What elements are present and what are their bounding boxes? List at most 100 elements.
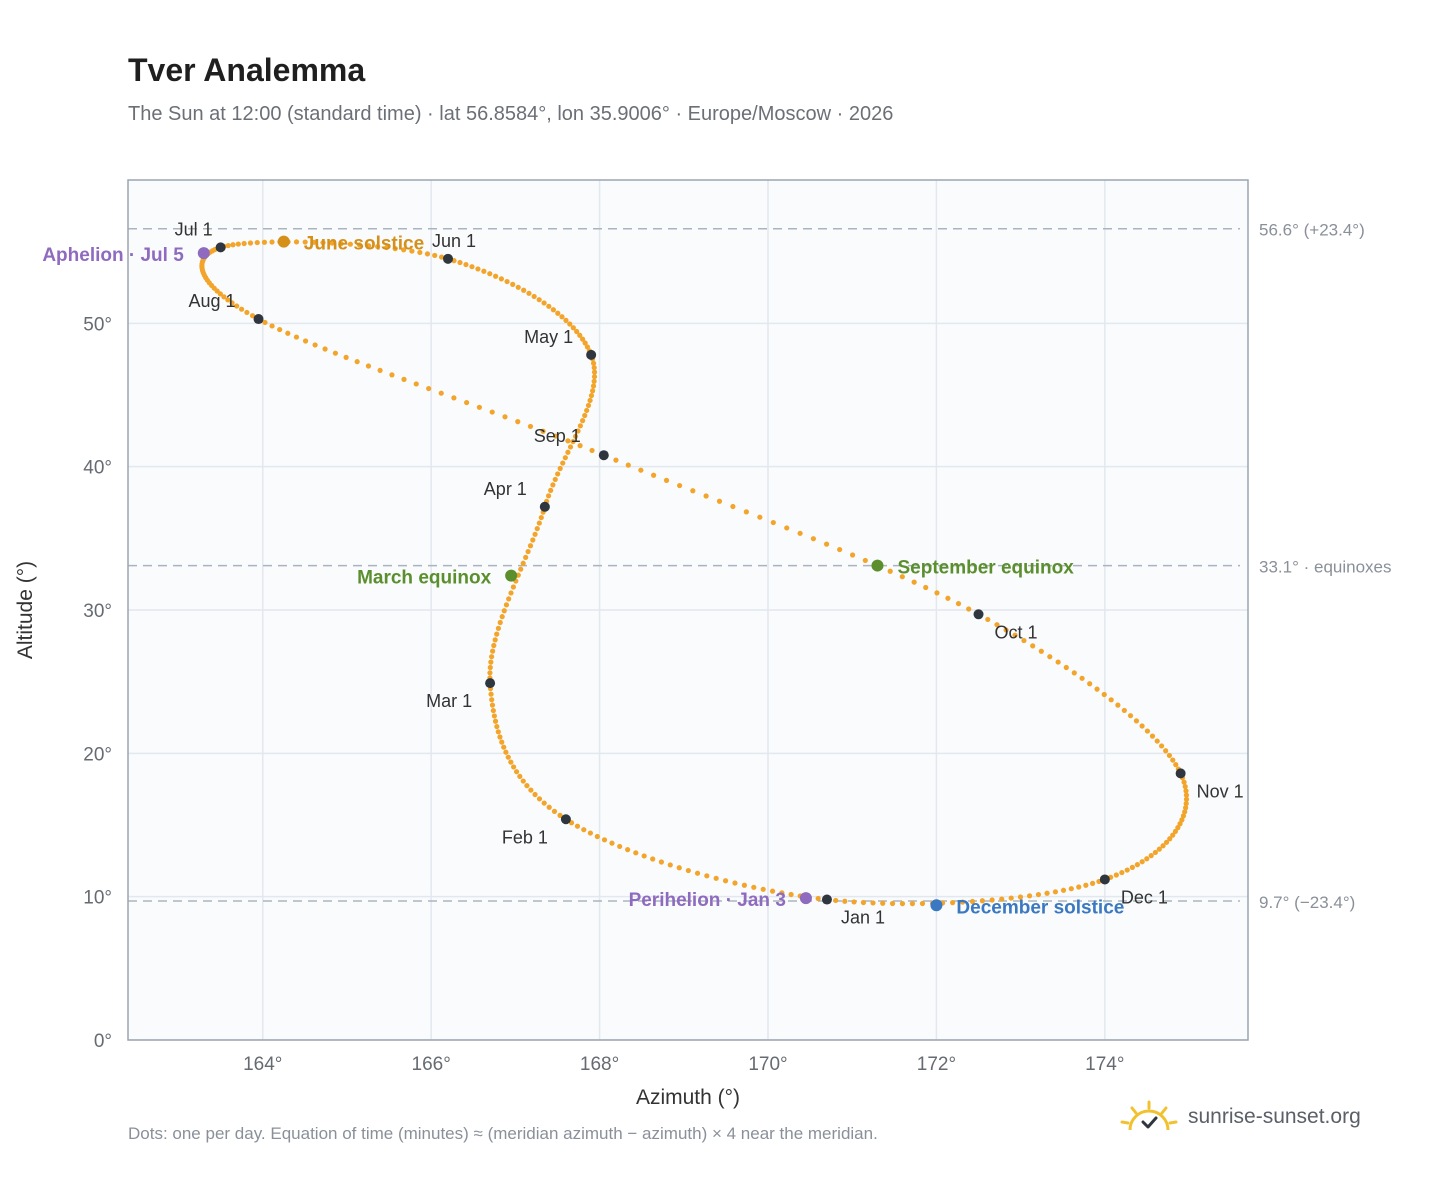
daily-sun-dot [491,713,497,719]
daily-sun-dot [1148,853,1154,859]
daily-sun-dot [229,300,235,306]
daily-sun-dot [730,503,736,510]
daily-sun-dot [1144,728,1151,734]
daily-sun-dot [546,804,552,810]
daily-sun-dot [356,242,363,248]
daily-sun-dot [401,376,407,382]
daily-sun-dot [1047,654,1053,660]
daily-sun-dot [1021,637,1027,644]
daily-sun-dot [1175,825,1181,831]
daily-sun-dot [994,622,1000,628]
daily-sun-dot [1087,681,1093,687]
daily-sun-dot [366,243,372,249]
daily-sun-dot [320,240,326,246]
daily-sun-dot [591,374,598,380]
daily-sun-dot [532,791,538,798]
daily-sun-dot [488,659,494,665]
daily-sun-dot [383,244,390,251]
daily-sun-dot [575,428,581,434]
daily-sun-dot [1163,748,1169,754]
y-tick-label: 20° [83,744,112,765]
daily-sun-dot [784,525,790,531]
daily-sun-dot [1182,809,1188,815]
event-marker [871,559,884,572]
daily-sun-dot [1055,659,1061,665]
daily-sun-dot [663,477,670,483]
event-marker [505,569,518,582]
daily-sun-dot [526,290,532,296]
x-axis-title: Azimuth (°) [636,1086,740,1109]
daily-sun-dot [815,895,821,902]
daily-sun-dot [551,808,558,814]
daily-sun-dot [779,890,785,896]
brand[interactable]: sunrise-sunset.org [1120,1100,1361,1134]
daily-sun-dot [548,487,554,493]
daily-sun-dot [354,359,360,365]
daily-sun-dot [489,702,496,708]
month-label: Oct 1 [995,622,1038,642]
daily-sun-dot [1035,891,1042,898]
event-marker [277,235,290,248]
daily-sun-dot [676,865,682,871]
month-marker [821,894,832,905]
daily-sun-dot [960,899,966,905]
daily-sun-dot [1076,884,1082,890]
daily-sun-dot [261,239,268,245]
daily-sun-dot [262,319,268,326]
daily-sun-dot [591,369,598,375]
daily-sun-dot [1083,882,1089,888]
daily-sun-dot [527,543,534,549]
x-tick-label: 172° [917,1054,956,1075]
daily-sun-dot [311,239,317,245]
daily-sun-dot [1068,886,1074,892]
daily-sun-dot [966,606,972,612]
daily-sun-dot [577,443,583,449]
daily-sun-dot [769,888,776,894]
daily-sun-dot [481,268,487,274]
y-tick-label: 10° [83,888,112,909]
daily-sun-dot [574,823,581,829]
daily-sun-dot [582,412,588,419]
event-label: March equinox [357,568,492,589]
daily-sun-dot [833,897,839,904]
y-tick-label: 50° [83,314,112,335]
daily-sun-dot [1003,627,1009,633]
daily-sun-dot [1129,864,1135,870]
daily-sun-dot [552,476,558,483]
daily-sun-dot [1139,723,1145,729]
daily-sun-dot [244,309,250,316]
daily-sun-dot [541,800,547,806]
daily-sun-dot [426,385,432,392]
daily-sun-dot [677,482,683,489]
daily-sun-dot [613,457,619,463]
daily-sun-dot [489,697,495,703]
daily-sun-dot [899,574,905,580]
daily-sun-dot [565,438,571,444]
month-marker [1175,768,1186,779]
month-label: Jun 1 [432,231,476,251]
daily-sun-dot [517,773,523,780]
daily-sun-dot [502,414,508,420]
daily-sun-dot [887,568,893,574]
daily-sun-dot [1167,836,1173,842]
daily-sun-dot [515,419,521,425]
daily-sun-dot [254,239,260,246]
daily-sun-dot [1181,779,1187,785]
reference-line-label: 9.7° (−23.4°) [1259,893,1355,912]
daily-sun-dot [797,530,803,536]
daily-sun-dot [491,642,497,649]
daily-sun-dot [1089,880,1096,886]
daily-sun-dot [985,616,991,623]
daily-sun-dot [580,418,586,424]
daily-sun-dot [495,625,501,631]
daily-sun-dot [1124,867,1130,873]
daily-sun-dot [860,899,867,906]
daily-sun-dot [269,239,275,245]
daily-sun-dot [625,847,631,853]
daily-sun-dot [497,619,503,626]
daily-sun-dot [617,843,623,850]
daily-sun-dot [239,306,245,312]
daily-sun-dot [1134,862,1140,868]
daily-sun-dot [1183,805,1189,811]
daily-sun-dot [476,404,482,410]
